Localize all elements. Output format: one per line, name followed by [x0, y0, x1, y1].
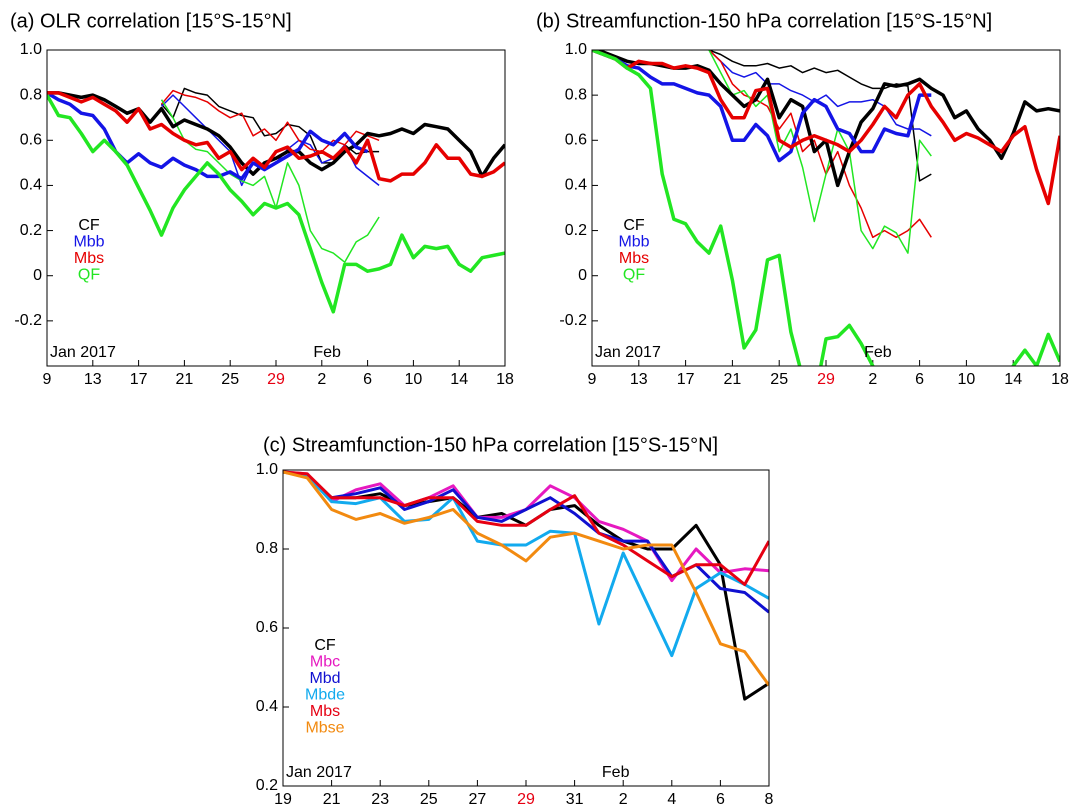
plot-frame [282, 469, 770, 787]
series-line [283, 470, 769, 658]
series-line [592, 50, 1060, 366]
series-line [592, 50, 932, 163]
x-tick-label: 2 [619, 791, 628, 806]
x-tick-label: 21 [724, 371, 742, 388]
y-tick-label: -0.2 [14, 312, 42, 329]
x-tick-label: 19 [274, 791, 292, 806]
legend-entry: Mbs [310, 703, 340, 720]
y-tick-label: 0.6 [565, 132, 587, 149]
x-tick-label: 29 [517, 791, 535, 806]
series-line [160, 94, 380, 187]
series-line [160, 99, 380, 263]
annotation: Feb [313, 344, 341, 361]
legend-entry: Mbd [309, 670, 340, 687]
series-line [47, 91, 505, 183]
y-tick-label: 0.6 [256, 619, 278, 636]
x-tick-label: 27 [469, 791, 487, 806]
x-tick-label: 6 [363, 371, 372, 388]
x-tick-label: 25 [221, 371, 239, 388]
x-tick-label: 17 [130, 371, 148, 388]
y-tick-label: 0.2 [20, 222, 42, 239]
y-tick-label: 1.0 [565, 41, 587, 58]
y-tick-label: 0.8 [565, 86, 587, 103]
y-tick-label: 0.6 [20, 132, 42, 149]
x-tick-label: 13 [84, 371, 102, 388]
x-tick-label: 18 [1051, 371, 1069, 388]
series-line [708, 50, 932, 239]
y-tick-label: 0 [33, 267, 42, 284]
series-line [283, 470, 769, 586]
annotation: Feb [864, 344, 892, 361]
x-tick-label: 4 [667, 791, 676, 806]
series-line [47, 94, 505, 314]
x-tick-label: 13 [630, 371, 648, 388]
x-tick-label: 21 [176, 371, 194, 388]
x-tick-label: 17 [677, 371, 695, 388]
series-line [708, 50, 932, 137]
x-tick-label: 6 [716, 791, 725, 806]
legend-entry: QF [78, 267, 100, 284]
series-line [283, 470, 769, 701]
annotation: Jan 2017 [50, 344, 116, 361]
y-tick-label: 0.4 [20, 177, 42, 194]
y-tick-label: 1.0 [256, 461, 278, 478]
y-tick-label: 0.4 [565, 177, 587, 194]
series-line [592, 50, 1060, 206]
x-tick-label: 14 [1004, 371, 1022, 388]
legend-entry: CF [314, 637, 336, 654]
legend-entry: Mbse [305, 720, 344, 737]
x-tick-label: 2 [868, 371, 877, 388]
series-line [47, 91, 505, 179]
y-tick-label: 0.8 [20, 86, 42, 103]
x-tick-label: 18 [496, 371, 514, 388]
legend-entry: Mbde [305, 687, 345, 704]
chart-title: (a) OLR correlation [15°S-15°N] [10, 10, 292, 32]
y-tick-label: 0.8 [256, 540, 278, 557]
x-tick-label: 14 [450, 371, 468, 388]
x-tick-label: 29 [267, 371, 285, 388]
x-tick-label: 9 [43, 371, 52, 388]
x-tick-label: 25 [420, 791, 438, 806]
y-tick-label: 0.4 [256, 698, 278, 715]
series-line [283, 470, 769, 687]
series-line [160, 89, 380, 153]
x-tick-label: 31 [566, 791, 584, 806]
legend-entry: Mbs [619, 250, 649, 267]
x-tick-label: 10 [405, 371, 423, 388]
x-tick-label: 9 [588, 371, 597, 388]
chart-title: (b) Streamfunction-150 hPa correlation [… [536, 10, 992, 32]
plot-frame [46, 49, 506, 367]
series-line [708, 50, 932, 254]
y-tick-label: -0.2 [559, 312, 587, 329]
plot-frame [591, 49, 1061, 367]
x-tick-label: 21 [323, 791, 341, 806]
x-tick-label: 25 [770, 371, 788, 388]
annotation: Jan 2017 [286, 764, 352, 781]
y-tick-label: 0.2 [256, 777, 278, 794]
x-tick-label: 6 [915, 371, 924, 388]
legend-entry: Mbb [73, 234, 104, 251]
legend-entry: CF [623, 217, 645, 234]
annotation: Jan 2017 [595, 344, 661, 361]
x-tick-label: 2 [317, 371, 326, 388]
y-tick-label: 1.0 [20, 41, 42, 58]
chart-title: (c) Streamfunction-150 hPa correlation [… [263, 434, 718, 456]
x-tick-label: 23 [371, 791, 389, 806]
legend-entry: Mbb [618, 234, 649, 251]
x-tick-label: 8 [765, 791, 774, 806]
legend-entry: Mbs [74, 250, 104, 267]
x-tick-label: 10 [958, 371, 976, 388]
legend-entry: QF [623, 267, 645, 284]
series-line [47, 91, 369, 181]
legend-entry: CF [78, 217, 100, 234]
y-tick-label: 0 [578, 267, 587, 284]
legend-entry: Mbc [310, 654, 340, 671]
annotation: Feb [602, 764, 630, 781]
x-tick-label: 29 [817, 371, 835, 388]
y-tick-label: 0.2 [565, 222, 587, 239]
